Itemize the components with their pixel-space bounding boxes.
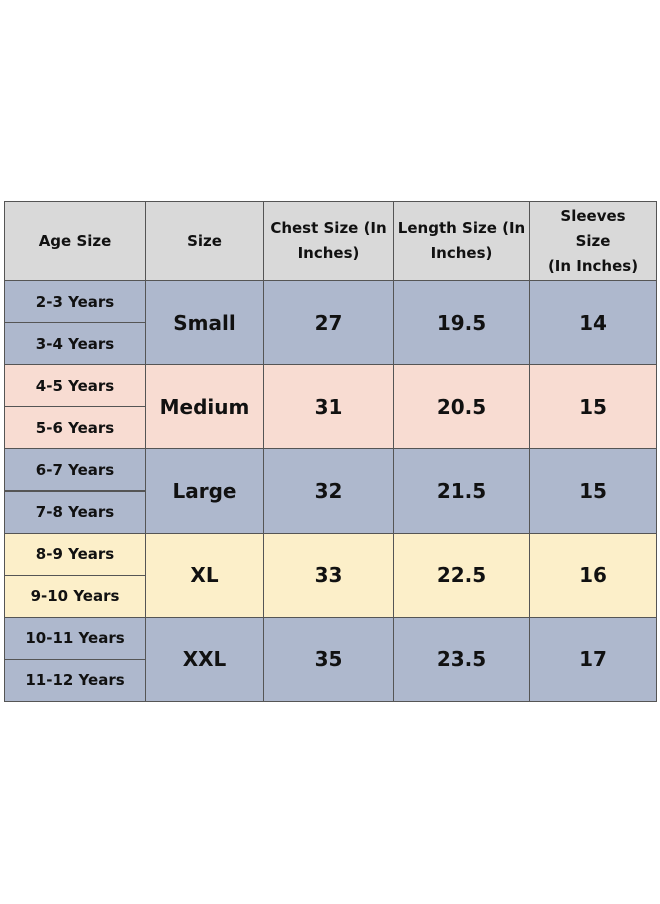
size-cell: XXL	[145, 616, 264, 702]
age-text: 8-9 Years	[35, 545, 115, 564]
age-cell: 9-10 Years	[4, 574, 146, 618]
sleeves-text: 15	[579, 478, 607, 503]
age-cell: 7-8 Years	[4, 490, 146, 534]
age-cell: 2-3 Years	[4, 280, 146, 324]
chest-text: 33	[314, 563, 343, 588]
sleeves-cell: 14	[529, 280, 657, 366]
age-cell: 11-12 Years	[4, 658, 146, 702]
age-text: 9-10 Years	[30, 587, 120, 606]
length-cell: 20.5	[393, 364, 530, 450]
age-cell: 5-6 Years	[4, 406, 146, 450]
age-cell: 4-5 Years	[4, 364, 146, 408]
size-text: Medium	[159, 394, 250, 419]
header-cell: Sleeves Size (In Inches)	[529, 201, 657, 281]
header-cell: Size	[145, 201, 264, 281]
size-cell: Medium	[145, 364, 264, 450]
length-text: 20.5	[436, 394, 487, 419]
age-cell: 8-9 Years	[4, 532, 146, 576]
chest-text: 32	[314, 478, 343, 503]
chest-text: 35	[314, 647, 343, 672]
chest-text: 27	[314, 310, 343, 335]
age-text: 7-8 Years	[35, 503, 115, 522]
header-text: Sleeves	[560, 206, 626, 225]
length-text: 21.5	[436, 478, 487, 503]
header-text: Inches)	[430, 244, 493, 262]
header-text: Inches)	[297, 244, 360, 262]
chest-text: 31	[314, 394, 343, 419]
chest-cell: 33	[263, 532, 394, 618]
age-text: 4-5 Years	[35, 376, 115, 395]
size-cell: Small	[145, 280, 264, 366]
chest-cell: 35	[263, 616, 394, 702]
length-text: 22.5	[436, 563, 487, 588]
chest-cell: 31	[263, 364, 394, 450]
age-text: 11-12 Years	[25, 671, 125, 690]
size-cell: XL	[145, 532, 264, 618]
header-text: Age Size	[38, 231, 112, 250]
sleeves-cell: 17	[529, 616, 657, 702]
chest-cell: 27	[263, 280, 394, 366]
size-text: Small	[173, 310, 236, 335]
header-text: Size	[187, 231, 222, 250]
length-cell: 21.5	[393, 448, 530, 534]
length-text: 19.5	[436, 310, 487, 335]
age-text: 6-7 Years	[35, 460, 115, 479]
header-text: (In Inches)	[547, 256, 639, 275]
age-cell: 3-4 Years	[4, 322, 146, 366]
length-text: 23.5	[436, 647, 487, 672]
header-text: Length Size (In	[397, 219, 526, 237]
sleeves-text: 15	[579, 394, 607, 419]
size-text: XL	[190, 563, 219, 588]
size-text: Large	[172, 478, 237, 503]
age-cell: 10-11 Years	[4, 616, 146, 660]
size-cell: Large	[145, 448, 264, 534]
header-text: Size	[575, 231, 611, 250]
sleeves-text: 16	[579, 563, 607, 588]
sleeves-cell: 16	[529, 532, 657, 618]
age-cell: 6-7 Years	[4, 448, 146, 492]
sleeves-cell: 15	[529, 448, 657, 534]
length-cell: 23.5	[393, 616, 530, 702]
age-text: 5-6 Years	[35, 418, 115, 437]
age-text: 3-4 Years	[35, 334, 115, 353]
age-text: 10-11 Years	[25, 629, 125, 648]
chest-cell: 32	[263, 448, 394, 534]
sleeves-text: 14	[579, 310, 607, 335]
size-text: XXL	[182, 647, 227, 672]
length-cell: 22.5	[393, 532, 530, 618]
length-cell: 19.5	[393, 280, 530, 366]
header-cell: Age Size	[4, 201, 146, 281]
sleeves-cell: 15	[529, 364, 657, 450]
sleeves-text: 17	[579, 647, 607, 672]
age-text: 2-3 Years	[35, 292, 115, 311]
header-cell: Chest Size (In Inches)	[263, 201, 394, 281]
header-text: Chest Size (In	[270, 219, 387, 237]
header-cell: Length Size (In Inches)	[393, 201, 530, 281]
